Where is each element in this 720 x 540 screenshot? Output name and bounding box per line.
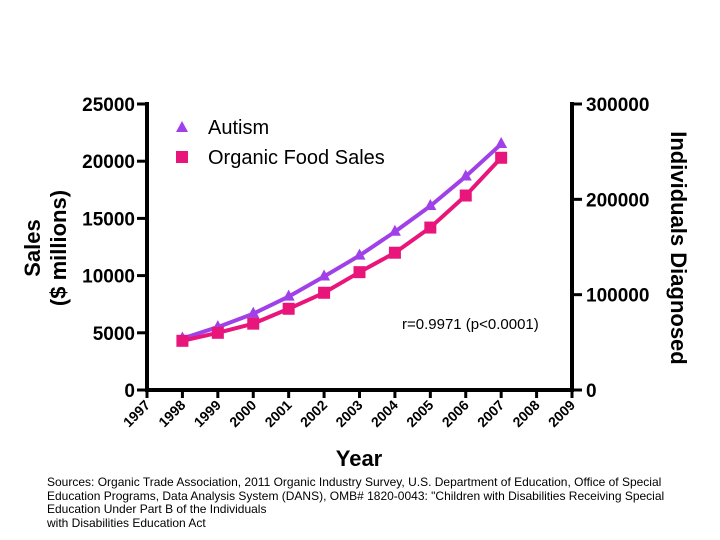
autism-point: [353, 248, 366, 260]
series-markers: [176, 137, 508, 347]
series-lines: [181, 142, 503, 343]
x-tick-label: 2007: [474, 397, 507, 430]
organic-sales-point: [318, 286, 331, 299]
legend-marker-autism: [176, 121, 188, 132]
y-right-tick-label: 0: [586, 381, 597, 402]
autism-point: [495, 137, 508, 149]
y-right-tick-label: 300000: [586, 95, 649, 116]
x-ticks: 1997 1998 1999 2000 2001 2002 2003 2004 2005 2006…: [120, 390, 578, 430]
legend-label-autism: Autism: [208, 117, 269, 139]
x-tick-label: 2000: [226, 397, 259, 430]
y-left-tick-label: 15000: [82, 209, 135, 230]
y-right-tick-label: 100000: [586, 286, 649, 307]
autism-point: [282, 289, 295, 301]
x-tick-label: 2002: [297, 397, 330, 430]
y-left-tick-label: 0: [124, 381, 135, 402]
organic-sales-point: [353, 266, 366, 279]
autism-point: [424, 199, 437, 211]
x-tick-label: 2003: [332, 397, 365, 430]
organic-sales-point: [424, 221, 437, 234]
autism-point: [247, 306, 260, 318]
axes: [145, 102, 574, 392]
organic-sales-point: [211, 326, 224, 339]
y-left-tick-label: 5000: [93, 324, 135, 345]
y-right-tick-label: 200000: [586, 190, 649, 211]
autism-point: [459, 169, 472, 181]
y-left-tick-label: 10000: [82, 267, 135, 288]
sources-line: with Disabilities Education Act: [47, 515, 206, 530]
series-line-organic-food-sales: [181, 156, 503, 343]
right-y-ticks: 0 100000 200000 300000: [572, 95, 649, 402]
sources-line: Education Under Part B of the Individual…: [47, 502, 267, 516]
organic-sales-point: [459, 189, 472, 202]
y-left-tick-label: 20000: [82, 152, 135, 173]
sources-line: Sources: Organic Trade Association, 2011…: [47, 475, 662, 489]
x-axis-title: Year: [336, 446, 383, 471]
organic-sales-point: [247, 317, 260, 330]
x-tick-label: 1999: [191, 397, 224, 430]
autism-point: [318, 269, 331, 281]
y-axis-right-title: Individuals Diagnosed: [666, 131, 691, 364]
x-tick-label: 2004: [368, 397, 401, 430]
x-tick-label: 2008: [509, 397, 542, 430]
x-tick-label: 2001: [261, 397, 294, 430]
left-y-ticks: 0 5000 10000 15000 20000 25000: [82, 95, 147, 402]
series-line-autism: [181, 142, 503, 341]
sources-note: Sources: Organic Trade Association, 2011…: [47, 475, 715, 530]
legend-label-organic-food-sales: Organic Food Sales: [208, 147, 385, 169]
organic-sales-point: [176, 334, 189, 347]
organic-sales-point: [282, 302, 295, 315]
autism-point: [388, 224, 401, 236]
legend: Autism Organic Food Sales: [176, 117, 385, 169]
organic-sales-point: [495, 151, 508, 164]
y-axis-left-title-line2: ($ millions): [46, 190, 71, 306]
y-left-tick-label: 25000: [82, 95, 135, 116]
y-axis-left-title-line1: Sales: [20, 219, 45, 277]
legend-marker-organic-food-sales: [176, 151, 188, 163]
x-tick-label: 2009: [545, 397, 578, 430]
organic-sales-point: [388, 246, 401, 259]
x-tick-label: 2006: [439, 397, 472, 430]
chart: 0 5000 10000 15000 20000 25000 0 100000 200000 3…: [20, 95, 691, 471]
x-tick-label: 1998: [155, 397, 188, 430]
x-tick-label: 2005: [403, 397, 436, 430]
correlation-annotation: r=0.9971 (p<0.0001): [402, 316, 539, 333]
sources-line: Education Programs, Data Analysis System…: [47, 488, 665, 503]
